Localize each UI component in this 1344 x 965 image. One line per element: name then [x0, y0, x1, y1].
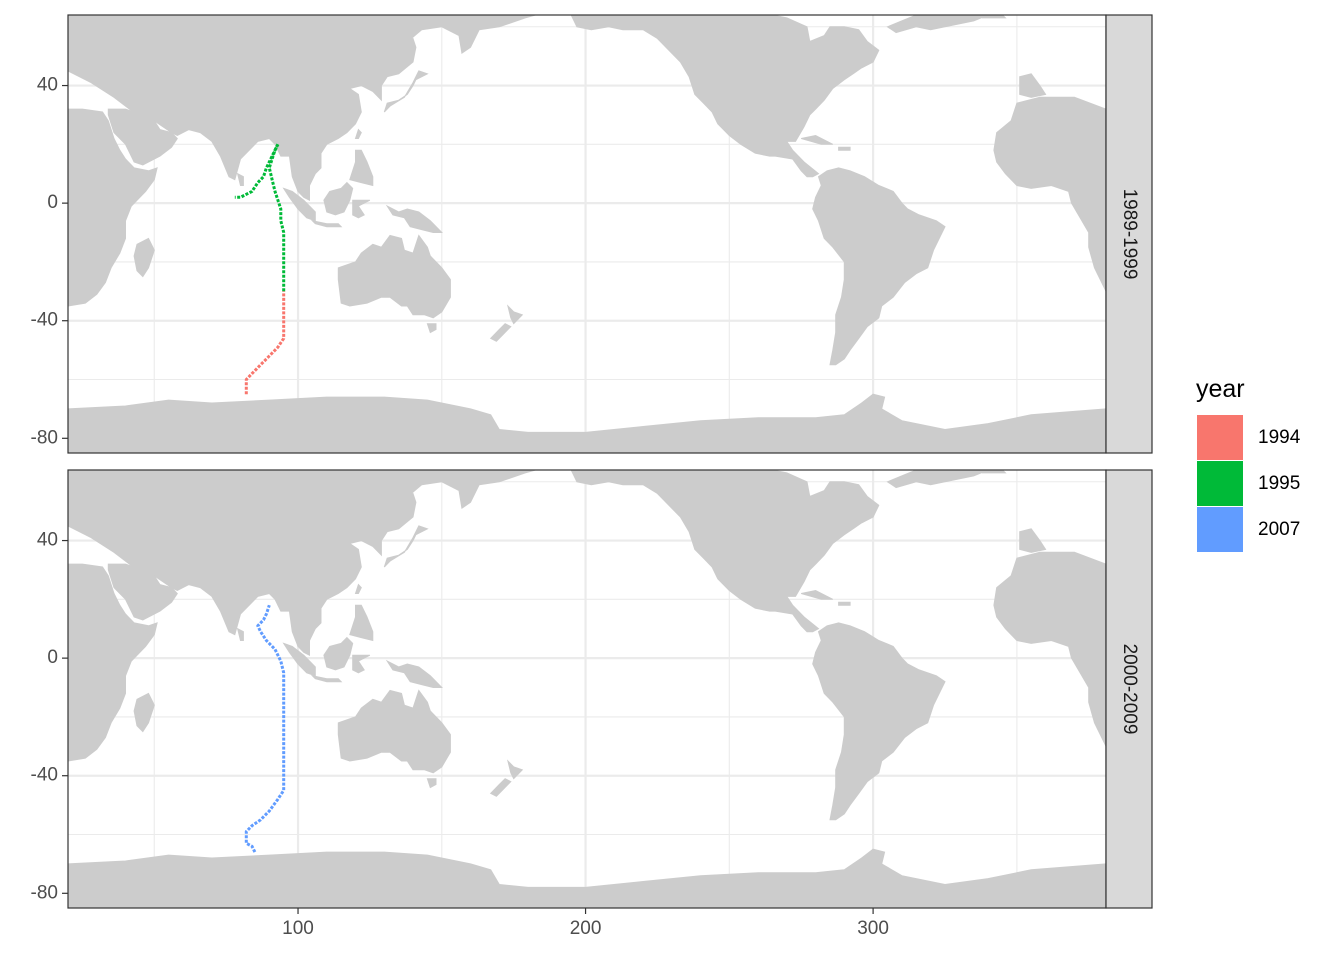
legend-key-2007 — [1197, 507, 1243, 552]
land-sri-lanka — [236, 627, 244, 641]
land-greenland — [886, 15, 989, 34]
land-cuba — [801, 134, 834, 145]
land-africa-west — [993, 96, 1106, 292]
y-tick-label: 0 — [47, 192, 58, 213]
legend-label-1995: 1995 — [1258, 473, 1300, 494]
land-sumatra — [282, 642, 316, 677]
land-north-america — [569, 15, 880, 178]
land-taiwan — [354, 583, 362, 594]
land-layer — [68, 15, 1106, 453]
land-iberia-uk — [1019, 528, 1047, 553]
track-layer — [244, 604, 286, 853]
land-eurasia — [68, 470, 558, 657]
legend-label-2007: 2007 — [1258, 519, 1300, 540]
land-new-zealand-north — [506, 304, 524, 325]
y-tick-label: -40 — [31, 310, 58, 331]
y-tick-label: 40 — [37, 530, 58, 551]
land-madagascar — [133, 692, 155, 733]
y-tick-label: -80 — [31, 427, 58, 448]
y-tick-label: 0 — [47, 647, 58, 668]
land-hispaniola — [838, 601, 851, 606]
land-sulawesi — [352, 199, 371, 219]
land-java — [310, 674, 343, 683]
x-tick-label: 100 — [282, 918, 314, 939]
land-africa — [68, 563, 158, 762]
land-new-guinea — [385, 204, 443, 233]
land-new-guinea — [385, 659, 443, 688]
land-layer — [68, 470, 1106, 908]
land-tasmania — [426, 323, 437, 334]
x-axis: 100 200 300 — [282, 908, 889, 939]
land-australia — [337, 234, 451, 319]
land-japan — [383, 525, 429, 568]
facet-panel-2000-2009: 2000-2009 40 0 -40 -80 — [31, 469, 1153, 909]
y-tick-label: -80 — [31, 882, 58, 903]
track-1994 — [244, 291, 286, 395]
land-tasmania — [426, 778, 437, 789]
land-borneo — [323, 636, 354, 671]
land-africa-west — [993, 551, 1106, 747]
land-iceland — [981, 470, 1007, 474]
land-philippines — [349, 604, 374, 642]
x-tick-label: 300 — [857, 918, 889, 939]
land-hispaniola — [838, 146, 851, 151]
land-sumatra — [282, 187, 316, 222]
land-madagascar — [133, 237, 155, 278]
land-south-america — [812, 622, 946, 821]
land-iberia-uk — [1019, 73, 1047, 98]
land-new-zealand-south — [489, 778, 512, 797]
track-1995 — [267, 143, 286, 292]
facet-strip — [1105, 14, 1153, 454]
land-arabia — [107, 563, 178, 621]
land-new-zealand-south — [489, 323, 512, 342]
land-borneo — [323, 181, 354, 216]
land-antarctica — [68, 393, 1106, 453]
land-eurasia — [68, 15, 558, 202]
land-africa — [68, 108, 158, 307]
land-japan — [383, 70, 429, 113]
legend-title: year — [1196, 375, 1245, 403]
land-philippines — [349, 149, 374, 187]
land-new-zealand-north — [506, 759, 524, 780]
land-sulawesi — [352, 654, 371, 674]
land-antarctica — [68, 848, 1106, 908]
facet-strip-label: 2000-2009 — [1119, 644, 1140, 735]
legend: year 1994 1995 2007 — [1196, 375, 1301, 552]
y-tick-label: -40 — [31, 765, 58, 786]
facet-strip — [1105, 469, 1153, 909]
x-tick-label: 200 — [570, 918, 602, 939]
land-iceland — [981, 15, 1007, 19]
y-tick-label: 40 — [37, 75, 58, 96]
land-australia — [337, 689, 451, 774]
facet-strip-label: 1989-1999 — [1119, 189, 1140, 280]
legend-key-1995 — [1197, 461, 1243, 506]
land-south-america — [812, 167, 946, 366]
land-greenland — [886, 470, 989, 489]
legend-key-1994 — [1197, 415, 1243, 460]
land-sri-lanka — [236, 172, 244, 186]
track-layer — [234, 143, 286, 395]
land-north-america — [569, 470, 880, 633]
land-java — [310, 219, 343, 228]
land-arabia — [107, 108, 178, 166]
facet-panel-1989-1999: 1989-1999 40 0 -40 -80 — [31, 14, 1153, 454]
land-cuba — [801, 589, 834, 600]
land-taiwan — [354, 128, 362, 139]
track-1995 — [234, 143, 280, 199]
track-2007 — [244, 604, 286, 853]
legend-label-1994: 1994 — [1258, 427, 1301, 448]
